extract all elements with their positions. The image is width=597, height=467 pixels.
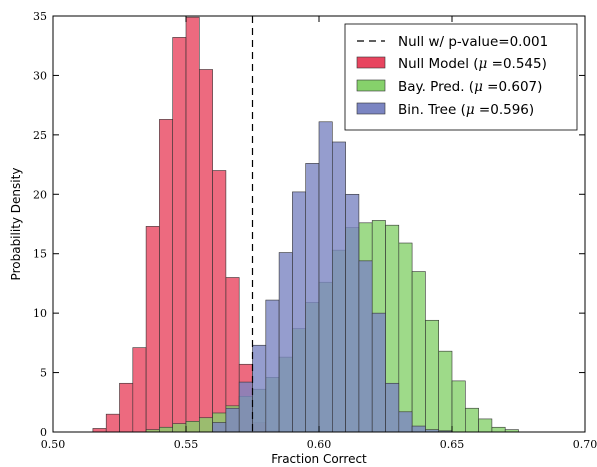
bin-tree-bar	[318, 121, 333, 433]
x-axis-ticks: 0.50 0.55 0.60 0.65 0.70	[41, 16, 597, 451]
y-tick-label: 30	[33, 69, 47, 82]
bin-tree-bar	[278, 252, 293, 433]
y-axis-ticks: 0 5 10 15 20 25 30 35	[33, 10, 585, 439]
bay-pred-bar	[478, 418, 493, 433]
bay-pred-bar	[172, 423, 187, 433]
bay-pred-bar	[185, 421, 200, 433]
legend-null-line-label: Null w/ p-value=0.001	[398, 34, 548, 50]
bin-tree-bar	[225, 407, 240, 433]
legend-null-model-label: Null Model (μ =0.545)	[398, 56, 547, 72]
null-model-bar	[145, 226, 160, 433]
y-tick-label: 15	[33, 248, 47, 261]
x-tick-label: 0.50	[41, 438, 66, 451]
bay-pred-bar	[398, 242, 413, 433]
bin-tree-bar	[238, 381, 253, 433]
bin-tree-bar	[411, 425, 426, 433]
bin-tree-bar	[212, 422, 227, 433]
y-tick-label: 25	[33, 129, 47, 142]
null-model-bar	[199, 69, 213, 433]
null-model-bar	[132, 347, 147, 433]
x-tick-label: 0.60	[307, 438, 332, 451]
bin-tree-bar	[398, 411, 413, 433]
legend-null-model-swatch	[356, 56, 386, 69]
y-tick-label: 0	[40, 426, 47, 439]
bin-tree-bar	[305, 163, 320, 433]
legend-bay-pred-label: Bay. Pred. (μ =0.607)	[398, 79, 542, 95]
y-tick-label: 10	[33, 307, 47, 320]
bay-pred-bar	[199, 417, 213, 433]
bin-tree-bar	[252, 344, 267, 433]
legend-bin-tree-label: Bin. Tree (μ =0.596)	[398, 102, 534, 118]
legend-bay-pred-swatch	[356, 79, 386, 92]
null-model-bar	[212, 170, 227, 433]
x-tick-label: 0.65	[440, 438, 465, 451]
bin-tree-bar	[292, 191, 306, 433]
bay-pred-bar	[464, 407, 479, 433]
y-tick-label: 5	[40, 367, 47, 380]
y-axis-label: Probability Density	[9, 168, 23, 281]
bin-tree-bar	[371, 312, 386, 433]
bay-pred-bar	[425, 319, 439, 433]
null-model-bar	[92, 428, 107, 433]
null-model-bar	[185, 16, 200, 433]
bin-tree-bar	[265, 299, 280, 433]
bin-tree-bar	[385, 382, 400, 433]
null-model-bar	[105, 413, 120, 433]
bin-tree-bar	[331, 141, 346, 433]
x-tick-label: 0.70	[573, 438, 597, 451]
bay-pred-bar	[451, 380, 466, 433]
bay-pred-bar	[411, 271, 426, 433]
bin-tree-bar	[358, 260, 373, 433]
legend: Null w/ p-value=0.001 Null Model (μ =0.5…	[344, 23, 578, 131]
x-tick-label: 0.55	[174, 438, 199, 451]
x-axis-label: Fraction Correct	[271, 452, 367, 466]
legend-bin-tree-swatch	[356, 102, 386, 115]
null-model-bar	[172, 37, 187, 433]
null-model-bar	[159, 119, 173, 433]
bin-tree-bar	[345, 193, 360, 433]
y-tick-label: 35	[33, 10, 47, 23]
bay-pred-bar	[438, 350, 453, 433]
y-tick-label: 20	[33, 188, 47, 201]
bay-pred-bar	[159, 426, 173, 433]
null-model-bar	[119, 382, 134, 433]
bay-pred-bar	[491, 426, 506, 433]
